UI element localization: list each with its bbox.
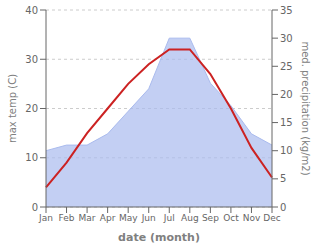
svg-text:20: 20 xyxy=(280,89,293,100)
svg-text:30: 30 xyxy=(25,54,38,65)
svg-text:Jul: Jul xyxy=(163,213,175,223)
svg-text:Aug: Aug xyxy=(181,213,199,223)
svg-text:10: 10 xyxy=(280,145,293,156)
svg-text:med. precipitation (kg/m2): med. precipitation (kg/m2) xyxy=(300,41,310,175)
svg-text:max temp (C): max temp (C) xyxy=(8,74,18,143)
svg-text:Dec: Dec xyxy=(263,213,280,223)
svg-text:Oct: Oct xyxy=(223,213,239,223)
svg-text:5: 5 xyxy=(280,173,286,184)
svg-text:35: 35 xyxy=(280,5,293,16)
svg-text:May: May xyxy=(119,213,138,223)
svg-text:Mar: Mar xyxy=(79,213,96,223)
svg-text:15: 15 xyxy=(280,117,293,128)
svg-text:20: 20 xyxy=(25,103,38,114)
svg-text:25: 25 xyxy=(280,61,293,72)
svg-text:Jan: Jan xyxy=(38,213,53,223)
svg-text:Jun: Jun xyxy=(141,213,156,223)
svg-text:Apr: Apr xyxy=(100,213,116,223)
svg-text:0: 0 xyxy=(280,202,286,213)
svg-text:30: 30 xyxy=(280,33,293,44)
svg-text:Feb: Feb xyxy=(59,213,75,223)
svg-text:0: 0 xyxy=(32,202,38,213)
svg-text:Nov: Nov xyxy=(243,213,261,223)
svg-text:Sep: Sep xyxy=(202,213,219,223)
svg-text:date (month): date (month) xyxy=(118,231,200,244)
svg-text:40: 40 xyxy=(25,5,38,16)
svg-text:10: 10 xyxy=(25,152,38,163)
